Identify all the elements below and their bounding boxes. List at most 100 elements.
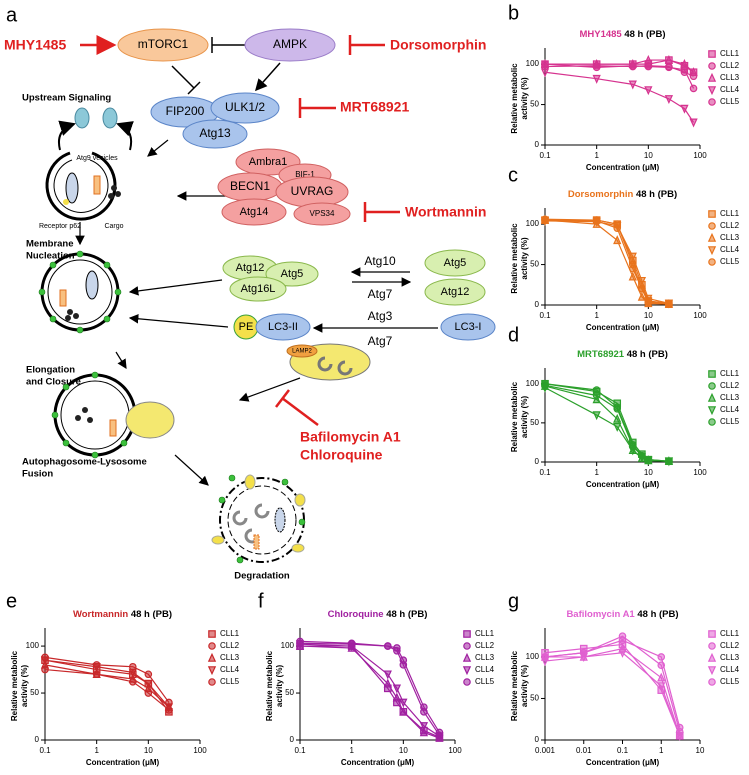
complex-shape [424,278,486,306]
data-point [618,636,627,645]
data-point [128,677,137,686]
x-tick-label: 0.1 [539,151,551,160]
x-tick-label: 0.01 [576,746,592,755]
legend-label: CLL4 [720,85,740,94]
fit-line [544,220,670,304]
x-tick-label: 10 [144,746,153,755]
complex-shape [286,344,318,358]
title-condition: 48 h (PB) [624,29,665,40]
data-point [383,642,392,650]
complex-label: Atg16L [241,283,276,295]
x-tick-label: 0.1 [617,746,629,755]
data-point [664,54,674,64]
stage-label: and Closure [26,377,81,388]
legend-label: CLL4 [220,665,240,674]
legend-marker [707,652,717,662]
legend-marker [708,370,716,378]
legend-marker [462,652,472,662]
legend-label: CLL5 [220,677,240,686]
complex-shape [210,92,280,124]
y-axis-label: activity (%) [20,665,29,708]
y-axis-label: activity (%) [520,665,529,708]
data-point [613,403,622,412]
legend-label: CLL3 [720,653,740,662]
data-point [393,644,401,652]
data-point [392,684,402,694]
complex-shape [117,28,209,62]
complex-label: Atg5 [444,257,467,269]
title-condition: 48 h (PB) [627,349,668,360]
complex-shape [265,261,319,287]
data-point [41,665,49,674]
data-point [613,235,622,245]
complex-label: FIP200 [166,104,205,118]
complex-label: Atg14 [240,206,269,218]
data-point [665,457,673,466]
data-point [628,271,637,281]
x-axis-label: Concentration (μM) [586,480,660,489]
legend-marker [708,382,716,390]
legend-label: CLL2 [475,641,495,650]
data-point [637,291,647,301]
title-drug: Bafilomycin A1 [566,609,635,620]
complex-label: UVRAG [291,184,334,198]
stage-label: Fusion [22,469,53,480]
x-tick-label: 100 [693,468,707,477]
title-condition: 48 h (PB) [637,609,678,620]
data-point [665,63,673,72]
complex-label: BECN1 [230,179,270,193]
legend-label: CLL5 [720,677,740,686]
fit-line [299,640,440,736]
legend-marker [708,222,716,230]
data-point [592,411,601,421]
legend-marker [708,418,716,426]
y-tick-label: 50 [530,260,539,269]
data-point [689,84,698,93]
data-point [541,653,549,661]
data-point [680,104,689,114]
data-point [592,386,601,394]
x-tick-label: 10 [644,468,653,477]
panel-label: g [508,590,519,612]
data-point [644,297,653,306]
legend-label: CLL3 [720,233,740,242]
data-point [592,74,601,84]
legend-label: CLL1 [220,629,240,638]
y-tick-label: 100 [526,652,540,661]
data-point [618,648,627,658]
stage-label: Membrane [26,239,74,250]
complex-label: Atg13 [199,126,231,140]
x-tick-label: 100 [693,311,707,320]
y-tick-label: 100 [526,219,540,228]
x-tick-label: 100 [693,151,707,160]
legend-marker [208,642,216,650]
data-point [40,656,50,666]
legend-marker [707,246,717,256]
data-point [689,67,698,77]
legend-marker [708,50,716,58]
stage-label: Degradation [234,571,290,582]
title-drug: Wortmannin [73,609,128,620]
legend-label: CLL2 [220,641,240,650]
legend-label: CLL3 [720,73,740,82]
data-point [680,65,689,74]
x-tick-label: 10 [696,746,705,755]
legend-marker [708,642,716,650]
drug-label: Bafilomycin A1 [300,429,401,445]
data-point [613,422,622,432]
data-point [144,679,153,689]
panel-label: d [508,324,519,346]
y-axis-label: Relative metabolic [510,381,519,452]
legend-marker [707,72,717,82]
data-point [613,413,622,423]
complex-label: Atg12 [236,262,265,274]
fit-line [299,643,440,737]
y-axis-label: Relative metabolic [10,650,19,721]
data-point [435,728,444,737]
y-tick-label: 50 [530,694,539,703]
complex-shape [440,313,496,341]
x-axis-label: Concentration (μM) [586,758,660,767]
chart-title: Chloroquine 48 h (PB) [328,609,428,620]
y-tick-label: 100 [281,641,295,650]
data-point [592,216,601,224]
